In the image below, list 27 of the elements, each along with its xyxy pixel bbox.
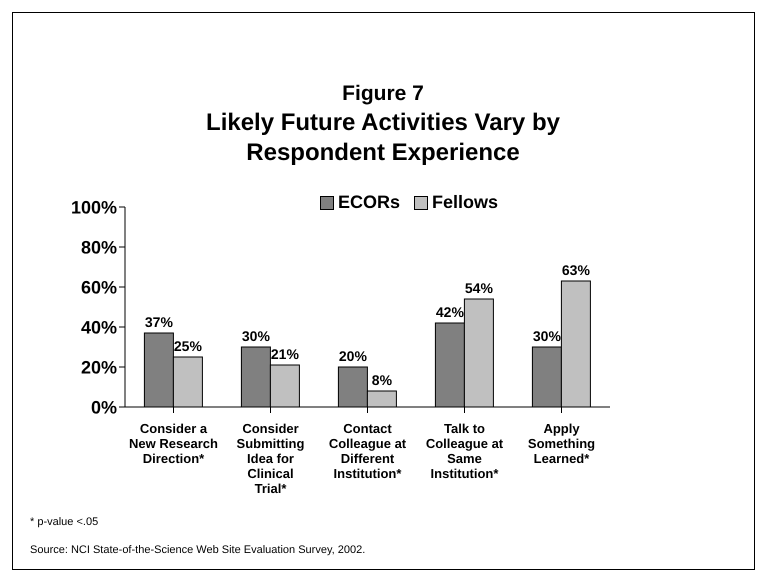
y-tick-label: 40% [80, 317, 117, 338]
y-tick-label: 60% [80, 277, 117, 298]
data-label: 20% [338, 348, 368, 364]
chart-title: Figure 7 [341, 81, 425, 107]
x-tick-label: Talk to Colleague at Same Institution* [426, 421, 504, 481]
x-tick-label: Consider Submitting Idea for Clinical Trial* [236, 421, 304, 496]
data-label: 37% [144, 314, 174, 330]
x-tick-label: Apply Something Learned* [528, 421, 596, 466]
x-tick-label: Consider a New Research Direction* [129, 421, 218, 466]
data-label: 30% [532, 328, 562, 344]
data-label: 63% [562, 262, 590, 278]
text: * p-value <.05 [30, 516, 98, 528]
legend-label: Fellows [432, 192, 498, 213]
y-tick-label: 20% [80, 357, 117, 378]
y-tick-label: 80% [80, 237, 117, 258]
data-label: 25% [174, 338, 202, 354]
data-label: 21% [270, 346, 300, 362]
chart-subtitle: Likely Future Activities Vary by Respondent Experience [205, 108, 561, 168]
data-label: 42% [436, 304, 464, 320]
legend-label: ECORs [338, 192, 400, 213]
y-tick-label: 100% [70, 197, 117, 218]
x-tick-label: Contact Colleague at Different Institution* [328, 421, 407, 481]
data-label: 8% [372, 372, 393, 388]
data-label: 30% [242, 328, 270, 344]
source-note: Source: NCI State-of-the-Science Web Site Evaluation Survey, 2002. [30, 544, 366, 556]
y-tick-label: 0% [90, 397, 117, 418]
data-label: 54% [464, 280, 494, 296]
